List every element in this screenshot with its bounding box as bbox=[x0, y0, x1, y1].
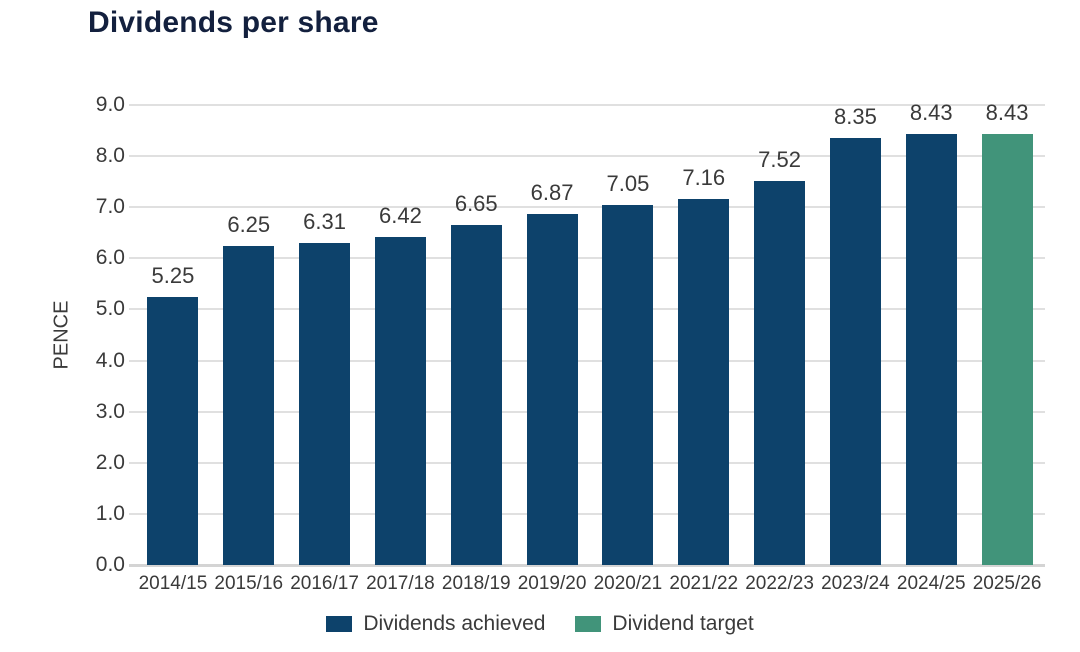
value-label: 8.43 bbox=[985, 100, 1029, 126]
y-tick-label: 7.0 bbox=[95, 195, 125, 219]
value-label: 6.42 bbox=[378, 202, 422, 228]
x-tick-label: 2017/18 bbox=[366, 573, 435, 594]
x-tick-label: 2016/17 bbox=[290, 573, 359, 594]
gridline bbox=[129, 155, 1045, 158]
legend-item-dividends-achieved: Dividends achieved bbox=[326, 612, 545, 636]
x-tick-label: 2020/21 bbox=[593, 573, 663, 594]
legend: Dividends achieved Dividend target bbox=[0, 612, 1080, 636]
x-axis-baseline bbox=[129, 564, 1045, 567]
y-tick-label: 2.0 bbox=[95, 450, 125, 474]
legend-item-dividend-target: Dividend target bbox=[575, 612, 754, 636]
value-label: 7.52 bbox=[758, 146, 801, 172]
bar-2023-24 bbox=[829, 138, 881, 565]
bar-2021-22 bbox=[678, 199, 730, 565]
y-tick-label: 5.0 bbox=[95, 297, 125, 321]
x-tick-label: 2025/26 bbox=[972, 573, 1042, 594]
bar-2025-26 bbox=[981, 134, 1033, 565]
x-tick-label: 2014/15 bbox=[138, 573, 208, 594]
bar-2019-20 bbox=[526, 213, 578, 565]
plot-area: 0.0 1.0 2.0 3.0 4.0 5.0 6.0 7.0 8.0 9.0 5.25 2014/1… bbox=[96, 93, 1045, 594]
bar-2017-18 bbox=[374, 236, 426, 565]
y-tick-label: 3.0 bbox=[95, 399, 125, 423]
bar-2018-19 bbox=[450, 225, 502, 565]
x-tick-label: 2022/23 bbox=[745, 573, 814, 594]
bar-2024-25 bbox=[905, 134, 957, 565]
value-label: 7.16 bbox=[682, 165, 726, 191]
value-label: 7.05 bbox=[606, 170, 650, 196]
bar-2016-17 bbox=[299, 242, 351, 565]
legend-label-achieved: Dividends achieved bbox=[363, 612, 546, 635]
value-label: 6.65 bbox=[454, 191, 498, 217]
legend-swatch-target-icon bbox=[575, 616, 602, 632]
gridline bbox=[129, 104, 1045, 106]
y-tick-label: 1.0 bbox=[95, 501, 125, 525]
gridline bbox=[129, 461, 1045, 464]
x-tick-label: 2023/24 bbox=[821, 573, 890, 594]
value-label: 6.87 bbox=[530, 179, 574, 205]
y-tick-label: 9.0 bbox=[95, 93, 125, 116]
x-tick-label: 2015/16 bbox=[214, 573, 284, 594]
value-label: 6.31 bbox=[303, 208, 346, 234]
value-label: 6.25 bbox=[227, 211, 271, 237]
gridline bbox=[129, 257, 1045, 260]
x-tick-label: 2024/25 bbox=[896, 573, 966, 594]
x-tick-label: 2019/20 bbox=[517, 573, 587, 594]
value-label: 8.43 bbox=[909, 100, 953, 126]
bar-2014-15 bbox=[147, 296, 199, 565]
y-tick-label: 6.0 bbox=[95, 246, 125, 270]
value-label: 5.25 bbox=[151, 262, 195, 288]
bar-2022-23 bbox=[754, 180, 806, 565]
legend-swatch-achieved-icon bbox=[326, 616, 353, 632]
gridline bbox=[129, 512, 1045, 515]
bar-2020-21 bbox=[602, 204, 654, 565]
value-label: 8.35 bbox=[833, 104, 877, 130]
chart-title: Dividends per share bbox=[88, 6, 379, 39]
x-tick-label: 2021/22 bbox=[669, 573, 739, 594]
bar-2015-16 bbox=[223, 245, 275, 565]
y-tick-label: 0.0 bbox=[95, 553, 125, 576]
y-tick-label: 4.0 bbox=[95, 348, 125, 372]
gridline bbox=[129, 308, 1045, 311]
gridline bbox=[129, 359, 1045, 362]
gridline bbox=[129, 410, 1045, 413]
legend-label-target: Dividend target bbox=[612, 612, 754, 635]
y-tick-label: 8.0 bbox=[95, 144, 125, 168]
x-tick-label: 2018/19 bbox=[441, 573, 511, 594]
gridline bbox=[129, 206, 1045, 209]
